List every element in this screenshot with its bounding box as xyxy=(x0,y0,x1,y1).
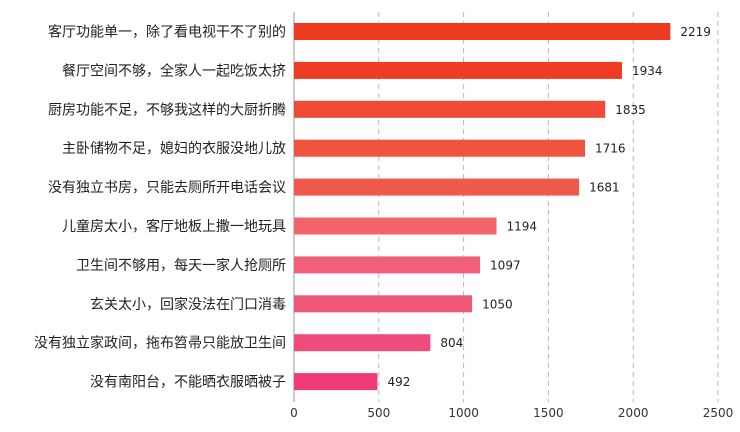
category-label: 卫生间不够用，每天一家人抢厕所 xyxy=(76,257,286,274)
x-tick-label: 2000 xyxy=(618,406,649,420)
category-label: 客厅功能单一，除了看电视干不了别的 xyxy=(48,24,286,41)
bar xyxy=(294,334,431,352)
value-labels: 2219 1934 1835 1716 1681 1194 1097 1050 804 492 xyxy=(387,25,710,389)
bar xyxy=(294,139,586,157)
category-label: 玄关太小，回家没法在门口消毒 xyxy=(90,296,286,313)
x-tick-label: 1000 xyxy=(448,406,479,420)
value-label: 1716 xyxy=(595,142,626,156)
value-label: 492 xyxy=(387,375,410,389)
x-tick-label: 0 xyxy=(290,406,298,420)
bar xyxy=(294,295,473,313)
bar xyxy=(294,61,623,79)
category-label: 餐厅空间不够，全家人一起吃饭太挤 xyxy=(62,62,286,79)
x-tick-label: 1500 xyxy=(533,406,564,420)
bar xyxy=(294,256,481,274)
category-label: 没有独立家政间，拖布笤帚只能放卫生间 xyxy=(34,335,286,352)
x-tick-label: 2500 xyxy=(703,406,734,420)
category-labels: 客厅功能单一，除了看电视干不了别的餐厅空间不够，全家人一起吃饭太挤厨房功能不足，… xyxy=(34,24,286,391)
bar xyxy=(294,178,580,196)
x-axis-ticks: 0 500 1000 1500 2000 2500 xyxy=(290,406,733,420)
bar xyxy=(294,100,606,118)
category-label: 主卧储物不足，媳妇的衣服没地儿放 xyxy=(62,140,286,157)
bars xyxy=(294,23,671,391)
value-label: 1097 xyxy=(490,258,521,272)
value-label: 1681 xyxy=(589,181,620,195)
category-label: 没有南阳台，不能晒衣服晒被子 xyxy=(90,375,286,391)
bar xyxy=(294,23,671,40)
value-label: 1194 xyxy=(507,220,538,234)
category-label: 厨房功能不足，不够我这样的大厨折腾 xyxy=(48,101,286,118)
bar xyxy=(294,373,378,391)
value-label: 1934 xyxy=(632,64,663,78)
value-label: 1835 xyxy=(615,103,646,117)
value-label: 804 xyxy=(440,336,463,350)
value-label: 1050 xyxy=(482,297,513,311)
value-label: 2219 xyxy=(680,25,711,39)
bar xyxy=(294,217,497,235)
x-tick-label: 500 xyxy=(367,406,390,420)
category-label: 儿童房太小，客厅地板上撒一地玩具 xyxy=(62,218,286,235)
category-label: 没有独立书房，只能去厕所开电话会议 xyxy=(48,180,286,196)
